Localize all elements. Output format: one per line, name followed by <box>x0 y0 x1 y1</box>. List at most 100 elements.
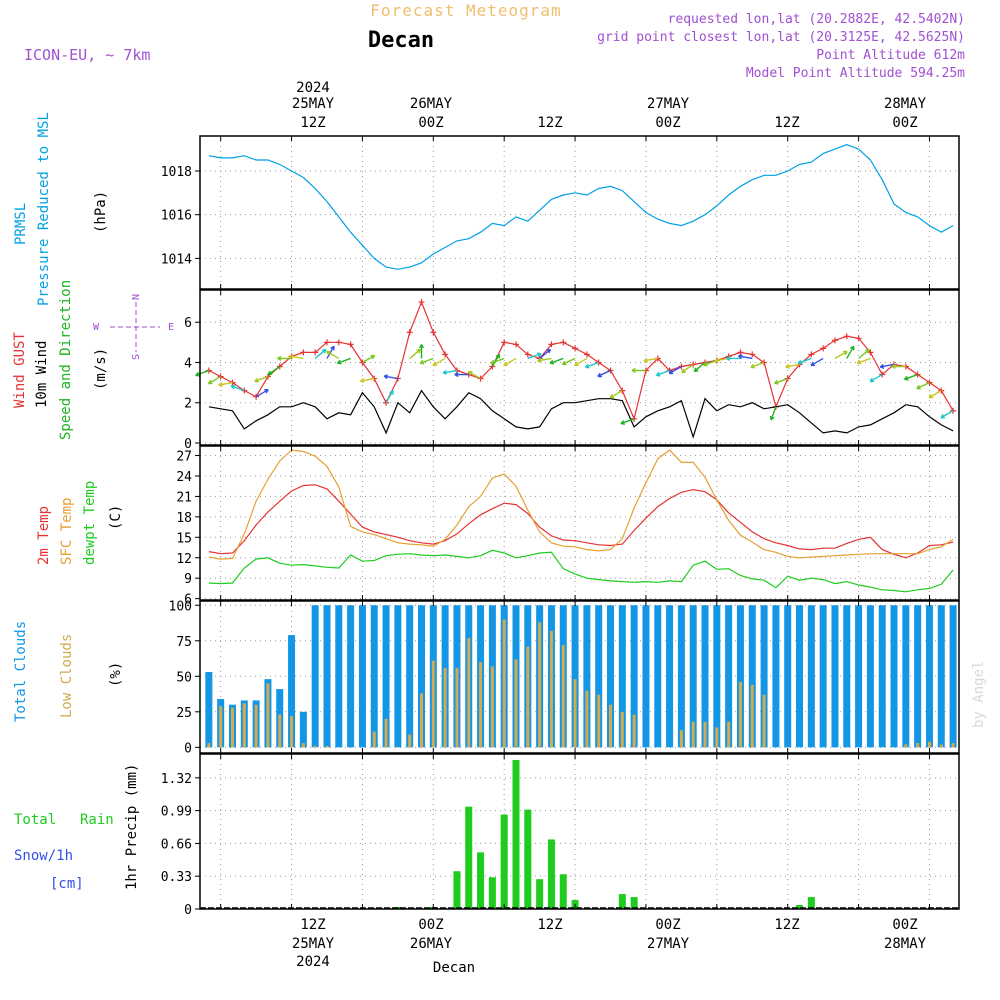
wind-direction-arrowhead <box>849 345 855 351</box>
low-cloud-bar <box>679 730 683 748</box>
series-sfc-temp-line <box>208 449 954 560</box>
wind-direction-arrow <box>218 381 233 386</box>
total-cloud-bar <box>713 605 721 748</box>
wind-direction-arrowhead <box>738 354 743 360</box>
y-tick-label: 0 <box>184 741 192 756</box>
wind-direction-arrowhead <box>703 361 708 367</box>
compass-n: N <box>131 294 142 300</box>
wind-direction-arrowhead <box>643 357 648 363</box>
series-10m-wind-line <box>208 389 954 439</box>
wind-direction-arrow <box>537 357 552 362</box>
wind-direction-arrow <box>928 390 942 399</box>
wind-direction-arrow <box>254 375 269 383</box>
panel-frame <box>199 289 960 446</box>
wind-direction-arrowhead <box>277 355 282 361</box>
wind-direction-arrow <box>267 365 281 376</box>
total-cloud-bar <box>323 605 331 748</box>
wind-direction-arrowhead <box>681 368 686 374</box>
wind-direction-arrowhead <box>928 393 934 399</box>
precip-unit: 1hr Precip (mm) <box>124 764 140 890</box>
pressure-unit: (hPa) <box>93 191 109 233</box>
time-label-bottom: 26MAY <box>410 936 453 952</box>
wind-direction-arrowhead <box>289 354 294 360</box>
y-tick-label: 6 <box>184 593 192 608</box>
compass-legend: N S W E <box>93 294 174 360</box>
gust-point <box>572 345 579 352</box>
y-tick-label: 4 <box>184 356 192 371</box>
low-cloud-bar <box>951 743 955 748</box>
low-cloud-bar <box>691 721 695 748</box>
total-cloud-bar <box>358 605 366 748</box>
top-time-axis: 2024 25MAY 12Z 26MAY 00Z 12Z 27MAY 00Z 1… <box>292 80 927 131</box>
wind-label-10m: 10m Wind <box>34 341 50 408</box>
wind-direction-arrowhead <box>903 375 909 381</box>
rain-bar <box>465 806 473 909</box>
wind-direction-arrowhead <box>326 350 331 356</box>
total-cloud-bar <box>406 605 414 748</box>
pressure-labels: PRMSL Pressure Reduced to MSL (hPa) <box>13 112 109 306</box>
wind-direction-arrowhead <box>230 384 236 390</box>
wind-direction-arrowhead <box>869 377 875 383</box>
total-cloud-bar <box>796 605 804 748</box>
gust-point <box>820 345 827 352</box>
location-title: Decan <box>368 28 434 53</box>
wind-direction-arrow <box>656 369 670 376</box>
wind-direction-arrowhead <box>797 359 803 365</box>
wind-direction-arrowhead <box>891 363 896 370</box>
wind-direction-arrowhead <box>668 369 674 375</box>
wind-direction-arrowhead <box>321 348 327 354</box>
total-cloud-bar <box>417 605 425 748</box>
point-altitude: Point Altitude 612m <box>816 48 965 63</box>
temp-label-sfc: SFC Temp <box>59 498 75 565</box>
low-cloud-bar <box>502 619 506 748</box>
y-tick-label: 1.32 <box>161 772 192 787</box>
wind-direction-arrow <box>314 348 327 359</box>
y-tick-label: 27 <box>176 450 192 465</box>
rain-bar <box>536 879 544 909</box>
marks-layer <box>195 144 959 909</box>
total-cloud-bar <box>382 605 390 748</box>
total-cloud-bar <box>347 605 355 748</box>
total-cloud-bar <box>748 605 756 748</box>
wind-direction-arrowhead <box>537 357 542 363</box>
time-label-bottom: 28MAY <box>884 936 927 952</box>
wind-direction-arrowhead <box>490 359 496 365</box>
time-label-bottom: 00Z <box>892 917 917 933</box>
wind-direction-arrowhead <box>546 348 552 354</box>
wind-direction-arrow <box>785 363 800 368</box>
time-label-top: 00Z <box>892 115 917 131</box>
wind-direction-arrowhead <box>442 369 448 375</box>
wind-direction-arrow <box>857 357 871 364</box>
wind-direction-arrowhead <box>389 390 394 395</box>
low-cloud-bar <box>561 645 565 748</box>
y-tick-label: 75 <box>176 635 192 650</box>
low-cloud-bar <box>939 744 943 748</box>
gust-point <box>312 349 319 356</box>
wind-direction-arrowhead <box>879 363 885 369</box>
low-cloud-bar <box>573 679 577 748</box>
rain-bar <box>488 877 496 909</box>
wind-direction-arrow <box>195 369 210 376</box>
wind-direction-arrow <box>797 357 812 364</box>
gust-point <box>843 333 850 340</box>
low-cloud-bar <box>384 718 388 748</box>
wind-direction-arrowhead <box>585 363 590 369</box>
series-wind-gust-line <box>208 300 954 421</box>
gust-point <box>276 363 283 370</box>
low-cloud-bar <box>916 743 920 748</box>
low-cloud-bar <box>207 743 211 748</box>
total-cloud-bar <box>843 605 851 748</box>
total-cloud-bar <box>311 605 319 748</box>
temp-label-2m: 2m Temp <box>36 506 52 565</box>
y-tick-label: 9 <box>184 572 192 587</box>
gust-point <box>583 351 590 358</box>
total-cloud-bar <box>855 605 863 748</box>
total-cloud-bar <box>618 605 626 748</box>
low-cloud-bar <box>372 731 376 748</box>
time-label-top: 2024 <box>296 80 330 96</box>
low-cloud-bar <box>431 660 435 748</box>
total-cloud-bar <box>571 605 579 748</box>
wind-direction-arrow <box>940 410 954 419</box>
total-cloud-bar <box>925 605 933 748</box>
wind-direction-arrow <box>326 350 340 360</box>
